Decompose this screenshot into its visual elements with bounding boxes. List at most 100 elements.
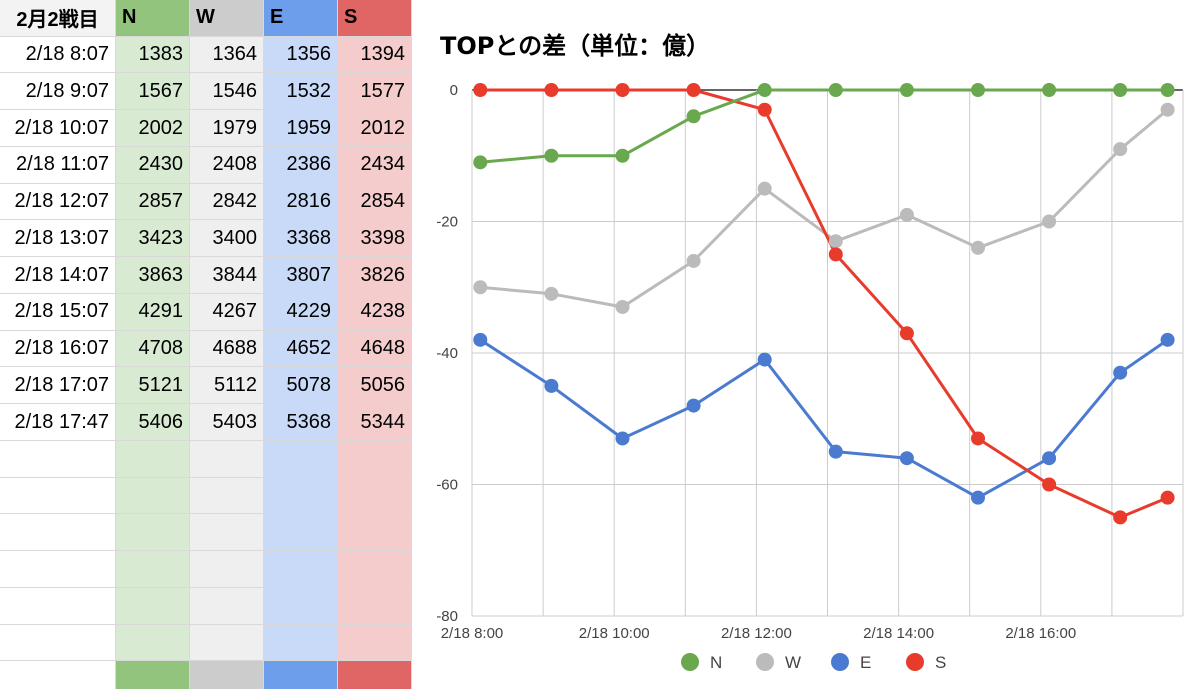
sheet-cell[interactable] [263,587,338,625]
sheet-cell[interactable] [115,513,190,552]
sheet-cell[interactable]: 2月2戦目 [0,0,116,37]
series-line-E [479,338,1169,500]
sheet-cell[interactable] [189,477,264,515]
sheet-cell[interactable] [189,513,264,552]
sheet-cell[interactable] [337,513,412,552]
sheet-cell[interactable]: 2434 [337,146,412,184]
sheet-cell[interactable]: 3807 [263,256,338,294]
sheet-cell[interactable] [189,660,264,689]
sheet-cell[interactable]: 5406 [115,403,190,441]
sheet-cell[interactable]: 2/18 17:07 [0,366,116,405]
sheet-cell[interactable] [263,550,338,588]
sheet-cell[interactable]: 1577 [337,72,412,111]
sheet-cell[interactable] [115,624,190,662]
sheet-cell[interactable]: 2/18 15:07 [0,293,116,331]
sheet-cell[interactable]: 2/18 12:07 [0,183,116,221]
sheet-cell[interactable] [337,440,412,478]
sheet-cell[interactable] [337,624,412,662]
sheet-cell[interactable]: 3368 [263,219,338,258]
sheet-cell[interactable]: 2012 [337,109,412,147]
sheet-cell[interactable]: 2857 [115,183,190,221]
sheet-cell[interactable]: 5344 [337,403,412,441]
sheet-cell[interactable]: 2/18 11:07 [0,146,116,184]
sheet-cell[interactable] [263,440,338,478]
sheet-cell[interactable]: 5403 [189,403,264,441]
sheet-cell[interactable]: 3398 [337,219,412,258]
sheet-cell[interactable]: 2/18 9:07 [0,72,116,111]
sheet-cell[interactable]: 4652 [263,330,338,368]
sheet-cell[interactable] [0,477,116,515]
sheet-cell[interactable]: 5078 [263,366,338,405]
sheet-cell[interactable]: 2/18 16:07 [0,330,116,368]
sheet-cell[interactable] [115,440,190,478]
sheet-cell[interactable] [337,477,412,515]
sheet-cell[interactable]: 2/18 14:07 [0,256,116,294]
sheet-cell[interactable]: N [115,0,190,37]
sheet-cell[interactable]: W [189,0,264,37]
sheet-cell[interactable] [115,550,190,588]
sheet-cell[interactable] [263,624,338,662]
sheet-cell[interactable]: 2/18 13:07 [0,219,116,258]
sheet-cell[interactable]: 3400 [189,219,264,258]
sheet-cell[interactable] [189,440,264,478]
sheet-cell[interactable] [0,513,116,552]
sheet-cell[interactable]: 3423 [115,219,190,258]
sheet-cell[interactable]: 4688 [189,330,264,368]
sheet-cell[interactable]: 1394 [337,36,412,74]
sheet-cell[interactable]: 2408 [189,146,264,184]
sheet-header-row: 2月2戦目 N W E S [0,0,412,37]
sheet-cell[interactable]: 4267 [189,293,264,331]
sheet-cell[interactable]: 2430 [115,146,190,184]
sheet-cell[interactable]: 1356 [263,36,338,74]
sheet-cell[interactable] [115,477,190,515]
sheet-cell[interactable]: 1979 [189,109,264,147]
sheet-cell[interactable]: 3863 [115,256,190,294]
sheet-cell[interactable]: 5112 [189,366,264,405]
sheet-cell[interactable]: 4229 [263,293,338,331]
sheet-cell[interactable] [0,660,116,689]
sheet-cell[interactable]: 4708 [115,330,190,368]
sheet-cell[interactable]: 2/18 17:47 [0,403,116,441]
sheet-cell[interactable]: 3844 [189,256,264,294]
data-point-N [828,83,843,97]
sheet-cell[interactable]: 4648 [337,330,412,368]
sheet-cell[interactable]: 1532 [263,72,338,111]
sheet-cell[interactable] [115,587,190,625]
sheet-cell[interactable]: 1567 [115,72,190,111]
data-point-E [1160,332,1175,347]
sheet-cell[interactable]: 1546 [189,72,264,111]
sheet-cell[interactable] [263,513,338,552]
sheet-cell[interactable] [337,550,412,588]
data-point-N [686,109,701,124]
sheet-cell[interactable]: 2002 [115,109,190,147]
sheet-cell[interactable] [263,660,338,689]
sheet-cell[interactable] [337,660,412,689]
sheet-cell[interactable]: 2/18 8:07 [0,36,116,74]
sheet-cell[interactable]: E [263,0,338,37]
sheet-cell[interactable]: 5056 [337,366,412,405]
sheet-cell[interactable] [0,624,116,662]
sheet-cell[interactable]: 1959 [263,109,338,147]
sheet-cell[interactable]: 2/18 10:07 [0,109,116,147]
sheet-cell[interactable] [263,477,338,515]
sheet-cell[interactable]: 2386 [263,146,338,184]
sheet-cell[interactable] [0,440,116,478]
sheet-cell[interactable]: 2842 [189,183,264,221]
sheet-cell[interactable]: 1383 [115,36,190,74]
sheet-cell[interactable]: 1364 [189,36,264,74]
sheet-cell[interactable]: 2854 [337,183,412,221]
sheet-cell[interactable] [0,550,116,588]
sheet-cell[interactable]: 5368 [263,403,338,441]
sheet-cell[interactable] [0,587,116,625]
sheet-cell[interactable] [337,587,412,625]
sheet-cell[interactable]: 3826 [337,256,412,294]
sheet-cell[interactable] [189,587,264,625]
sheet-cell[interactable]: 5121 [115,366,190,405]
sheet-cell[interactable]: 4238 [337,293,412,331]
sheet-cell[interactable] [115,660,190,689]
sheet-cell[interactable] [189,550,264,588]
sheet-cell[interactable] [189,624,264,662]
sheet-cell[interactable]: 2816 [263,183,338,221]
sheet-cell[interactable]: 4291 [115,293,190,331]
sheet-cell[interactable]: S [337,0,412,37]
